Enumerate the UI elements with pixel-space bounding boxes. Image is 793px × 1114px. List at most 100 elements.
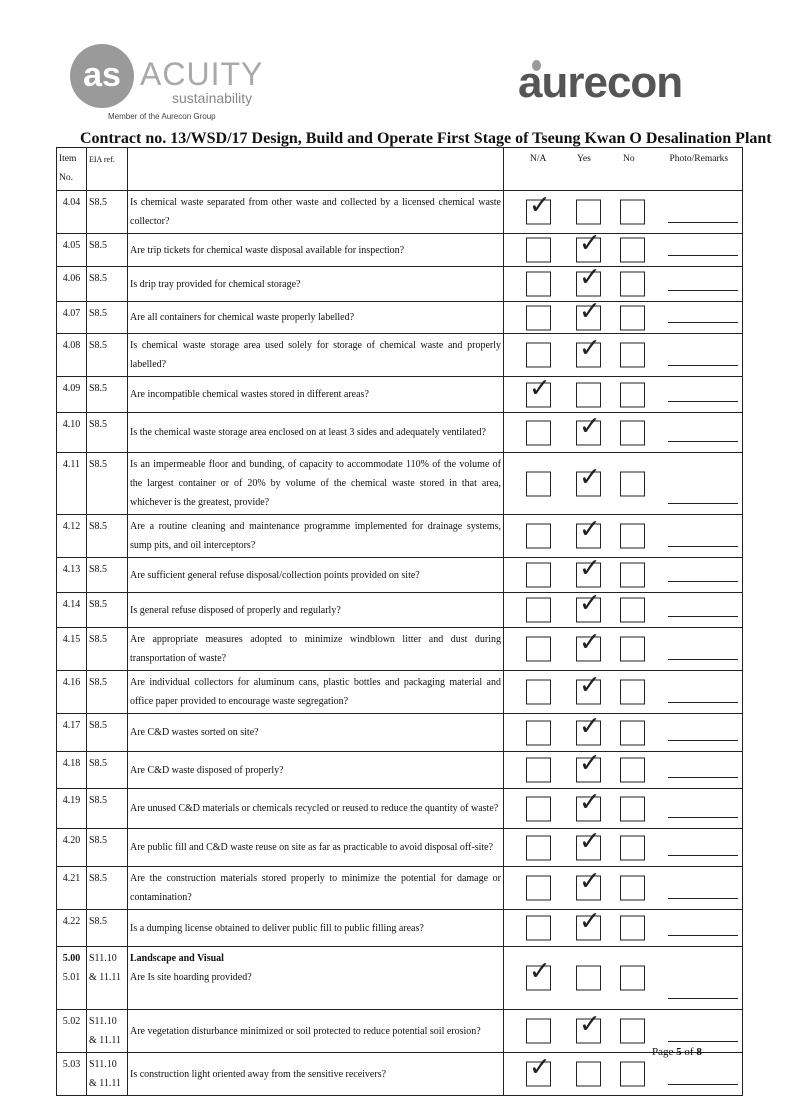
- checkbox-na[interactable]: ✓: [526, 959, 551, 991]
- remarks-field[interactable]: [665, 713, 743, 752]
- item-no: 4.19: [56, 788, 87, 829]
- checkbox-yes[interactable]: ✓: [576, 751, 601, 783]
- remarks-field[interactable]: [665, 670, 743, 714]
- checkbox-no[interactable]: [620, 342, 645, 368]
- checkbox-na[interactable]: [526, 271, 551, 297]
- remarks-field[interactable]: [665, 866, 743, 910]
- checkbox-na[interactable]: [526, 915, 551, 941]
- answer-cells: ✓: [503, 412, 666, 453]
- checkbox-no[interactable]: [620, 271, 645, 297]
- checkbox-no[interactable]: [620, 1061, 645, 1087]
- checkbox-no[interactable]: [620, 237, 645, 263]
- checkbox-yes[interactable]: [576, 382, 601, 407]
- remarks-line: [667, 290, 738, 291]
- remarks-field[interactable]: [665, 266, 743, 302]
- checkbox-no[interactable]: [620, 382, 645, 407]
- remarks-field[interactable]: [665, 1052, 743, 1096]
- remarks-field[interactable]: [665, 190, 743, 234]
- checkbox-na[interactable]: [526, 420, 551, 445]
- checkbox-no[interactable]: [620, 796, 645, 821]
- checkbox-no[interactable]: [620, 597, 645, 623]
- checkbox-na[interactable]: [526, 875, 551, 901]
- remarks-field[interactable]: [665, 452, 743, 515]
- checkbox-na[interactable]: ✓: [526, 1055, 551, 1087]
- item-no: 4.11: [56, 452, 87, 515]
- checkbox-yes[interactable]: ✓: [576, 336, 601, 368]
- checkbox-yes[interactable]: ✓: [576, 517, 601, 549]
- remarks-field[interactable]: [665, 557, 743, 593]
- checkbox-na[interactable]: [526, 237, 551, 263]
- checkbox-na[interactable]: [526, 1018, 551, 1044]
- checkbox-yes[interactable]: [576, 965, 601, 991]
- checkbox-na[interactable]: [526, 342, 551, 368]
- checkbox-yes[interactable]: ✓: [576, 231, 601, 263]
- checkbox-no[interactable]: [620, 1018, 645, 1044]
- checkbox-yes[interactable]: ✓: [576, 298, 601, 330]
- checkbox-no[interactable]: [620, 835, 645, 860]
- checkbox-na[interactable]: [526, 679, 551, 705]
- checkbox-no[interactable]: [620, 720, 645, 745]
- checkbox-yes[interactable]: ✓: [576, 713, 601, 745]
- item-no: 4.04: [56, 190, 87, 234]
- page-number: Page 5 of 8: [652, 1046, 702, 1058]
- aurecon-logo: aurecon: [518, 58, 683, 107]
- remarks-field[interactable]: [665, 301, 743, 334]
- checkbox-yes[interactable]: [576, 1061, 601, 1087]
- checkbox-no[interactable]: [620, 915, 645, 941]
- remarks-field[interactable]: [665, 233, 743, 267]
- eia-ref: S11.10 & 11.11: [86, 946, 128, 1010]
- checkbox-no[interactable]: [620, 305, 645, 330]
- checkbox-na[interactable]: [526, 471, 551, 496]
- checkbox-na[interactable]: [526, 523, 551, 549]
- checkbox-yes[interactable]: ✓: [576, 556, 601, 588]
- checkbox-na[interactable]: [526, 562, 551, 588]
- checkbox-no[interactable]: [620, 523, 645, 549]
- item-no: 4.15: [56, 627, 87, 671]
- checkbox-yes[interactable]: ✓: [576, 869, 601, 901]
- checkbox-yes[interactable]: ✓: [576, 673, 601, 705]
- remarks-field[interactable]: [665, 514, 743, 558]
- eia-ref: S8.5: [86, 751, 128, 789]
- remarks-field[interactable]: [665, 1009, 743, 1053]
- checkbox-na[interactable]: [526, 305, 551, 330]
- checkbox-yes[interactable]: ✓: [576, 828, 601, 860]
- checkbox-no[interactable]: [620, 757, 645, 783]
- checkbox-na[interactable]: [526, 796, 551, 821]
- remarks-field[interactable]: [665, 376, 743, 413]
- remarks-field[interactable]: [665, 828, 743, 867]
- checkbox-no[interactable]: [620, 636, 645, 662]
- checkbox-no[interactable]: [620, 471, 645, 496]
- remarks-field[interactable]: [665, 946, 743, 1010]
- checkbox-yes[interactable]: ✓: [576, 630, 601, 662]
- checkbox-no[interactable]: [620, 875, 645, 901]
- checkbox-na[interactable]: [526, 720, 551, 745]
- checkbox-yes[interactable]: ✓: [576, 1012, 601, 1044]
- checkbox-no[interactable]: [620, 965, 645, 991]
- checkbox-na[interactable]: [526, 835, 551, 860]
- checkbox-na[interactable]: ✓: [526, 375, 551, 407]
- checkbox-yes[interactable]: ✓: [576, 909, 601, 941]
- remarks-field[interactable]: [665, 751, 743, 789]
- checkbox-yes[interactable]: ✓: [576, 413, 601, 445]
- table-row: 4.16 S8.5 Are individual collectors for …: [56, 670, 743, 714]
- checkbox-yes[interactable]: ✓: [576, 591, 601, 623]
- checkbox-na[interactable]: [526, 757, 551, 783]
- checkbox-na[interactable]: [526, 597, 551, 623]
- checkbox-no[interactable]: [620, 562, 645, 588]
- checkbox-na[interactable]: [526, 636, 551, 662]
- remarks-field[interactable]: [665, 909, 743, 947]
- remarks-field[interactable]: [665, 788, 743, 829]
- checkbox-yes[interactable]: [576, 199, 601, 225]
- remarks-field[interactable]: [665, 412, 743, 453]
- checkbox-yes[interactable]: ✓: [576, 464, 601, 496]
- remarks-field[interactable]: [665, 333, 743, 377]
- table-row: 4.18 S8.5 Are C&D waste disposed of prop…: [56, 751, 743, 789]
- checkbox-yes[interactable]: ✓: [576, 265, 601, 297]
- checkbox-na[interactable]: ✓: [526, 193, 551, 225]
- remarks-field[interactable]: [665, 627, 743, 671]
- checkbox-no[interactable]: [620, 679, 645, 705]
- checkbox-no[interactable]: [620, 420, 645, 445]
- checkbox-yes[interactable]: ✓: [576, 789, 601, 821]
- remarks-field[interactable]: [665, 592, 743, 628]
- checkbox-no[interactable]: [620, 199, 645, 225]
